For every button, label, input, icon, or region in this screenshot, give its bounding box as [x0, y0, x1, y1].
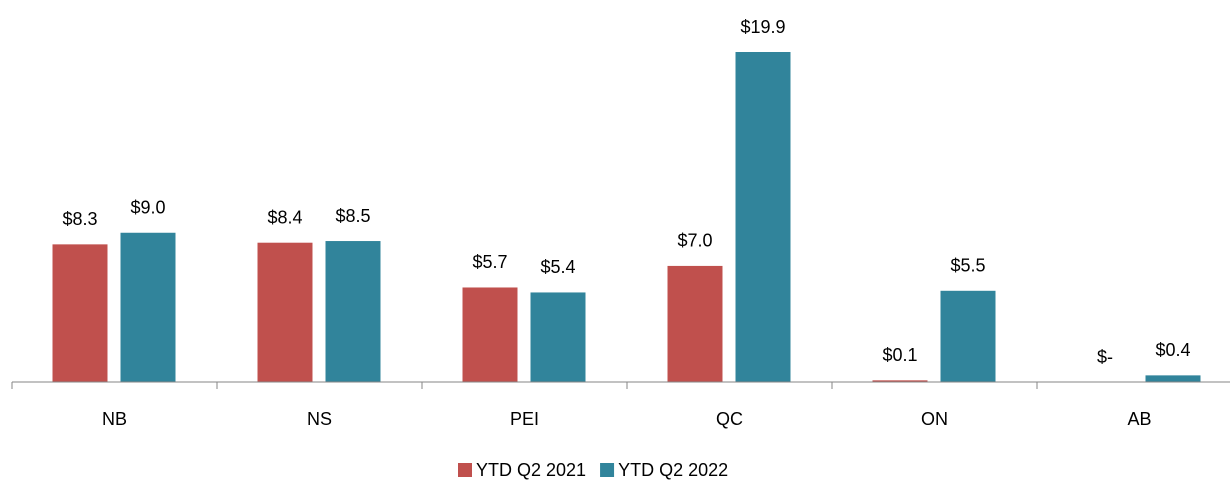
x-tick-label: AB [1127, 409, 1151, 429]
data-label: $19.9 [740, 17, 785, 37]
data-label: $8.5 [335, 206, 370, 226]
bar [257, 242, 313, 382]
legend-label: YTD Q2 2022 [618, 460, 728, 480]
legend-swatch [458, 463, 472, 477]
data-label: $- [1097, 347, 1113, 367]
bar [872, 380, 928, 382]
bar [530, 292, 586, 382]
x-tick-label: QC [716, 409, 743, 429]
x-tick-label: ON [921, 409, 948, 429]
bar [667, 265, 723, 382]
x-tick-label: NB [102, 409, 127, 429]
data-label: $8.3 [62, 209, 97, 229]
data-label: $7.0 [677, 231, 712, 251]
bar [325, 241, 381, 382]
data-label: $5.4 [540, 257, 575, 277]
data-label: $9.0 [130, 198, 165, 218]
data-label: $8.4 [267, 207, 302, 227]
data-label: $0.1 [882, 345, 917, 365]
bar [735, 52, 791, 382]
legend-swatch [600, 463, 615, 477]
bar [52, 244, 108, 382]
x-tick-label: NS [307, 409, 332, 429]
x-tick-label: PEI [510, 409, 539, 429]
bar [462, 287, 518, 382]
bar [1145, 375, 1201, 382]
bar [940, 290, 996, 382]
data-label: $0.4 [1155, 340, 1190, 360]
legend-label: YTD Q2 2021 [476, 460, 586, 480]
data-label: $5.5 [950, 256, 985, 276]
data-label: $5.7 [472, 252, 507, 272]
bar [120, 232, 176, 382]
